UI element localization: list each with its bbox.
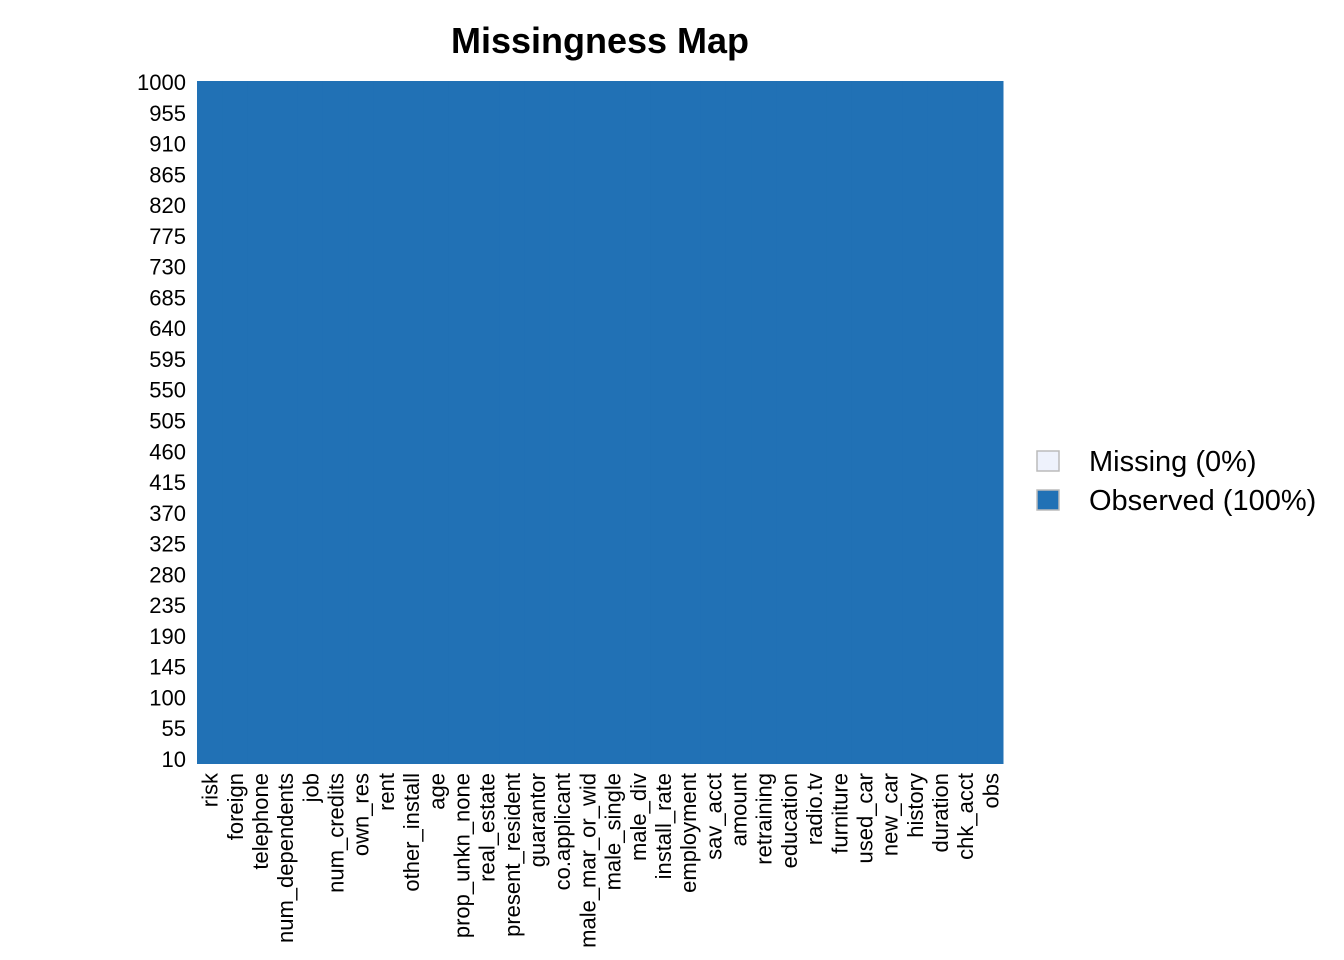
y-tick-label: 595 bbox=[149, 347, 186, 372]
y-tick-label: 55 bbox=[162, 716, 186, 741]
x-tick-label: male_mar_or_wid bbox=[575, 773, 600, 948]
y-tick-label: 235 bbox=[149, 593, 186, 618]
column-cell-other_install bbox=[398, 81, 425, 764]
y-tick-label: 415 bbox=[149, 470, 186, 495]
x-tick-label: sav_acct bbox=[701, 773, 726, 860]
column-cell-sav_acct bbox=[700, 81, 727, 764]
y-tick-label: 10 bbox=[162, 747, 186, 772]
plot-area bbox=[197, 81, 1004, 764]
column-cell-rent bbox=[373, 81, 399, 764]
x-tick-label: duration bbox=[928, 773, 953, 853]
column-cell-new_car bbox=[877, 81, 903, 764]
x-tick-label: telephone bbox=[248, 773, 273, 870]
legend-swatch-missing bbox=[1036, 450, 1060, 472]
column-cell-furniture bbox=[826, 81, 853, 764]
x-tick-label: chk_acct bbox=[953, 773, 978, 860]
column-cell-education bbox=[776, 81, 802, 764]
y-tick-label: 550 bbox=[149, 378, 186, 403]
y-tick-label: 865 bbox=[149, 162, 186, 187]
column-cell-present_resident bbox=[499, 81, 525, 764]
x-tick-label: prop_unkn_none bbox=[449, 773, 474, 938]
y-tick-label: 910 bbox=[149, 132, 186, 157]
x-tick-label: used_car bbox=[852, 773, 877, 864]
y-tick-label: 100 bbox=[149, 685, 186, 710]
legend: Missing (0%) Observed (100%) bbox=[1036, 446, 1316, 517]
y-tick-label: 460 bbox=[149, 439, 186, 464]
column-cell-guarantor bbox=[524, 81, 551, 764]
column-cell-employment bbox=[675, 81, 702, 764]
x-axis: risk foreign telephone num_dependents job num… bbox=[198, 772, 1004, 948]
x-tick-label: new_car bbox=[878, 773, 903, 856]
column-cell-amount bbox=[725, 81, 752, 764]
y-tick-label: 370 bbox=[149, 501, 186, 526]
x-tick-label: guarantor bbox=[525, 773, 550, 867]
column-cell-male_div bbox=[625, 81, 651, 764]
x-tick-label: history bbox=[903, 773, 928, 838]
y-tick-label: 955 bbox=[149, 101, 186, 126]
y-tick-label: 775 bbox=[149, 224, 186, 249]
column-cell-num_credits bbox=[322, 81, 349, 764]
x-tick-label: obs bbox=[978, 773, 1003, 808]
y-axis: 1000 955 910 865 820 775 730 685 640 595 550 505 460… bbox=[137, 70, 186, 772]
column-cell-male_mar_or_wid bbox=[574, 81, 601, 764]
column-cell-num_dependents bbox=[272, 81, 299, 764]
column-cell-telephone bbox=[247, 81, 274, 764]
column-cell-age bbox=[423, 81, 450, 764]
legend-label-observed: Observed (100%) bbox=[1089, 485, 1316, 517]
y-tick-label: 190 bbox=[149, 624, 186, 649]
column-cell-real_estate bbox=[474, 81, 500, 764]
column-cell-duration bbox=[927, 81, 954, 764]
x-tick-label: real_estate bbox=[475, 773, 500, 882]
legend-swatch-observed bbox=[1036, 489, 1060, 511]
y-tick-label: 145 bbox=[149, 655, 186, 680]
column-cell-risk bbox=[197, 81, 223, 764]
column-cell-obs bbox=[977, 81, 1004, 764]
column-cell-male_single bbox=[600, 81, 626, 764]
x-tick-label: age bbox=[424, 773, 449, 810]
x-tick-label: rent bbox=[374, 773, 399, 811]
y-tick-label: 640 bbox=[149, 316, 186, 341]
x-tick-label: furniture bbox=[827, 773, 852, 854]
x-tick-label: foreign bbox=[223, 773, 248, 840]
x-tick-label: num_dependents bbox=[273, 773, 298, 943]
column-cell-history bbox=[902, 81, 928, 764]
column-cell-prop_unkn_none bbox=[448, 81, 475, 764]
column-cell-co.applicant bbox=[549, 81, 576, 764]
x-tick-label: radio.tv bbox=[802, 773, 827, 845]
x-tick-label: co.applicant bbox=[550, 773, 575, 890]
chart-title: Missingness Map bbox=[451, 20, 749, 61]
column-cell-install_rate bbox=[650, 81, 677, 764]
x-tick-label: present_resident bbox=[500, 773, 525, 937]
column-cell-used_car bbox=[851, 81, 878, 764]
y-tick-label: 730 bbox=[149, 255, 186, 280]
y-tick-label: 820 bbox=[149, 193, 186, 218]
x-tick-label: retraining bbox=[752, 773, 777, 865]
column-cell-job bbox=[297, 81, 324, 764]
y-tick-label: 280 bbox=[149, 562, 186, 587]
legend-label-missing: Missing (0%) bbox=[1089, 446, 1257, 478]
x-tick-label: other_install bbox=[399, 773, 424, 892]
column-cell-foreign bbox=[222, 81, 248, 764]
y-tick-label: 1000 bbox=[137, 70, 186, 95]
x-tick-label: num_credits bbox=[324, 773, 349, 893]
x-tick-label: education bbox=[777, 773, 802, 868]
column-cell-own_res bbox=[348, 81, 374, 764]
x-tick-label: amount bbox=[727, 773, 752, 846]
column-cell-radio.tv bbox=[801, 81, 828, 764]
y-tick-label: 505 bbox=[149, 409, 186, 434]
column-cell-retraining bbox=[751, 81, 777, 764]
x-tick-label: job bbox=[298, 773, 323, 803]
x-tick-label: male_div bbox=[626, 773, 651, 861]
x-tick-label: employment bbox=[676, 773, 701, 893]
x-tick-label: install_rate bbox=[651, 773, 676, 879]
y-tick-label: 325 bbox=[149, 532, 186, 557]
column-cell-chk_acct bbox=[952, 81, 979, 764]
y-tick-label: 685 bbox=[149, 285, 186, 310]
x-tick-label: own_res bbox=[349, 773, 374, 856]
x-tick-label: risk bbox=[198, 772, 223, 807]
x-tick-label: male_single bbox=[601, 773, 626, 890]
